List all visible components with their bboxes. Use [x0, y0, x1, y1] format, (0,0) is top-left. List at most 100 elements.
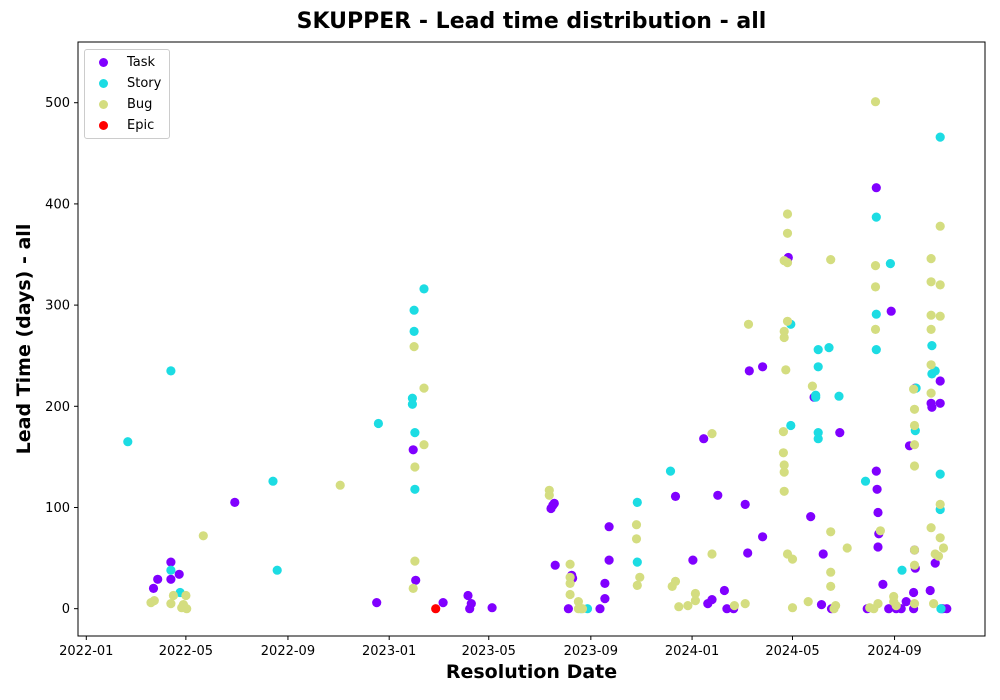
point-bug-70	[870, 324, 881, 334]
y-tick-label-3: 300	[45, 299, 70, 314]
x-tick-label-0: 2022-01	[59, 644, 113, 659]
point-bug-89	[926, 388, 936, 398]
x-tick-label-4: 2023-05	[462, 644, 516, 659]
point-task-9	[438, 598, 448, 608]
point-bug-8	[198, 531, 208, 541]
point-bug-52	[782, 316, 793, 326]
point-task-25	[604, 522, 614, 532]
point-bug-80	[909, 461, 920, 471]
point-bug-21	[565, 578, 575, 589]
plot-frame	[77, 41, 986, 637]
point-task-6	[372, 598, 382, 608]
point-task-21	[595, 604, 605, 614]
point-task-57	[886, 306, 896, 316]
point-bug-41	[778, 448, 789, 458]
point-bug-97	[935, 499, 945, 509]
point-bug-67	[870, 97, 881, 107]
point-task-62	[909, 587, 919, 598]
point-story-0	[123, 437, 133, 447]
point-story-6	[373, 418, 383, 429]
point-bug-15	[419, 440, 429, 450]
point-task-33	[722, 604, 732, 614]
point-task-47	[835, 428, 845, 438]
point-story-29	[860, 476, 871, 486]
point-story-13	[419, 284, 429, 294]
point-task-38	[758, 532, 768, 542]
point-bug-10	[408, 583, 418, 594]
point-bug-78	[909, 420, 920, 431]
axis-ticks: 2022-01 2022-05 2022-09 2023-01 2023-05 2023-…	[45, 96, 922, 659]
point-task-39	[758, 362, 768, 372]
point-task-23	[600, 578, 610, 589]
x-tick-label-8: 2024-09	[867, 644, 921, 659]
x-tick-label-5: 2023-09	[564, 644, 618, 659]
point-story-32	[871, 345, 881, 355]
x-tick-label-1: 2022-05	[159, 644, 213, 659]
point-bug-2	[166, 599, 176, 609]
point-bug-9	[335, 480, 345, 490]
point-task-45	[818, 549, 828, 559]
point-story-33	[885, 259, 896, 269]
point-task-32	[719, 585, 730, 596]
point-story-22	[811, 390, 821, 400]
point-story-16	[632, 497, 642, 507]
point-task-13	[487, 603, 497, 613]
legend-label-epic: Epic	[127, 118, 155, 133]
point-bug-58	[826, 255, 836, 265]
point-task-36	[743, 548, 753, 558]
point-story-37	[927, 341, 937, 351]
y-tick-label-1: 100	[45, 501, 70, 516]
point-bug-86	[926, 310, 936, 320]
point-bug-33	[690, 588, 701, 599]
point-bug-61	[826, 581, 836, 592]
point-bug-11	[409, 342, 419, 352]
point-story-34	[897, 565, 907, 575]
point-task-30	[707, 595, 717, 605]
point-bug-68	[870, 261, 881, 271]
point-bug-3	[168, 590, 178, 601]
point-task-70	[930, 558, 940, 568]
point-task-50	[871, 466, 881, 476]
point-bug-69	[870, 282, 881, 292]
point-story-44	[936, 604, 946, 614]
point-story-18	[665, 466, 676, 476]
legend-label-bug: Bug	[127, 97, 153, 112]
point-task-28	[699, 434, 709, 444]
point-bug-27	[632, 580, 642, 591]
point-task-10	[463, 590, 473, 601]
point-task-3	[166, 557, 176, 567]
legend-marker-story	[99, 79, 108, 88]
point-bug-55	[787, 603, 798, 613]
point-bug-99	[938, 543, 949, 553]
point-bug-96	[935, 311, 945, 321]
point-bug-12	[410, 556, 420, 566]
point-bug-83	[909, 599, 920, 609]
x-tick-label-2: 2022-09	[261, 644, 315, 659]
point-task-26	[670, 491, 681, 501]
point-bug-47	[779, 486, 789, 496]
point-story-1	[166, 366, 176, 376]
chart-title: SKUPPER - Lead time distribution - all	[296, 9, 767, 34]
point-task-44	[816, 600, 827, 610]
point-bug-95	[935, 280, 945, 290]
point-story-30	[871, 212, 881, 222]
point-story-24	[813, 362, 823, 372]
point-bug-94	[935, 221, 945, 231]
y-tick-label-0: 0	[62, 602, 70, 617]
point-bug-54	[787, 554, 798, 564]
point-bug-84	[926, 254, 936, 264]
point-bug-75	[891, 601, 901, 611]
point-story-12	[410, 484, 420, 494]
point-bug-72	[875, 526, 886, 536]
point-task-55	[878, 579, 888, 590]
x-axis-label: Resolution Date	[445, 661, 618, 683]
point-task-0	[148, 583, 159, 594]
legend-label-story: Story	[127, 76, 162, 91]
point-bug-48	[781, 365, 791, 375]
point-bug-32	[683, 601, 693, 611]
point-story-8	[407, 399, 417, 409]
point-bug-26	[631, 534, 642, 544]
point-task-60	[901, 597, 911, 607]
point-task-69	[927, 402, 937, 412]
